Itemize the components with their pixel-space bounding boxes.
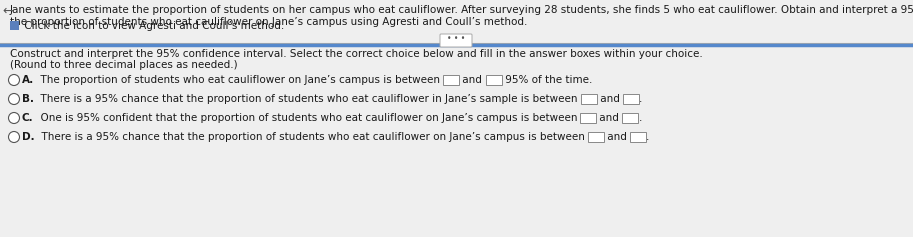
Bar xyxy=(581,113,596,123)
Text: B.: B. xyxy=(22,94,34,104)
Text: • • •: • • • xyxy=(446,34,465,43)
Text: C.: C. xyxy=(22,113,34,123)
Text: and: and xyxy=(603,132,630,142)
Bar xyxy=(623,94,639,104)
Text: 95% of the time.: 95% of the time. xyxy=(501,75,592,85)
Circle shape xyxy=(8,94,19,105)
Text: Click the icon to view Agresti and Coull’s method.: Click the icon to view Agresti and Coull… xyxy=(21,21,284,31)
Text: and: and xyxy=(597,94,623,104)
Circle shape xyxy=(8,113,19,123)
Bar xyxy=(10,21,19,30)
Circle shape xyxy=(8,132,19,142)
Text: The proportion of students who eat cauliflower on Jane’s campus is between: The proportion of students who eat cauli… xyxy=(35,75,444,85)
FancyBboxPatch shape xyxy=(440,34,472,47)
Text: There is a 95% chance that the proportion of students who eat cauliflower in Jan: There is a 95% chance that the proportio… xyxy=(34,94,581,104)
Text: the proportion of students who eat cauliflower on Jane’s campus using Agresti an: the proportion of students who eat cauli… xyxy=(10,17,528,27)
Bar xyxy=(588,132,603,142)
Text: .: . xyxy=(639,94,642,104)
Text: .: . xyxy=(638,113,642,123)
Text: and: and xyxy=(596,113,623,123)
Bar xyxy=(581,94,597,104)
Text: D.: D. xyxy=(22,132,35,142)
Bar xyxy=(486,75,501,85)
Bar xyxy=(630,132,645,142)
Text: There is a 95% chance that the proportion of students who eat cauliflower on Jan: There is a 95% chance that the proportio… xyxy=(35,132,588,142)
Text: and: and xyxy=(459,75,486,85)
Text: (Round to three decimal places as needed.): (Round to three decimal places as needed… xyxy=(10,60,237,70)
Text: Construct and interpret the 95% confidence interval. Select the correct choice b: Construct and interpret the 95% confiden… xyxy=(10,49,703,59)
Bar xyxy=(623,113,638,123)
Text: .: . xyxy=(645,132,649,142)
Text: Jane wants to estimate the proportion of students on her campus who eat cauliflo: Jane wants to estimate the proportion of… xyxy=(10,5,913,15)
Text: A.: A. xyxy=(22,75,35,85)
Circle shape xyxy=(8,74,19,86)
Bar xyxy=(444,75,459,85)
Text: ←: ← xyxy=(2,5,13,18)
Text: One is 95% confident that the proportion of students who eat cauliflower on Jane: One is 95% confident that the proportion… xyxy=(34,113,581,123)
